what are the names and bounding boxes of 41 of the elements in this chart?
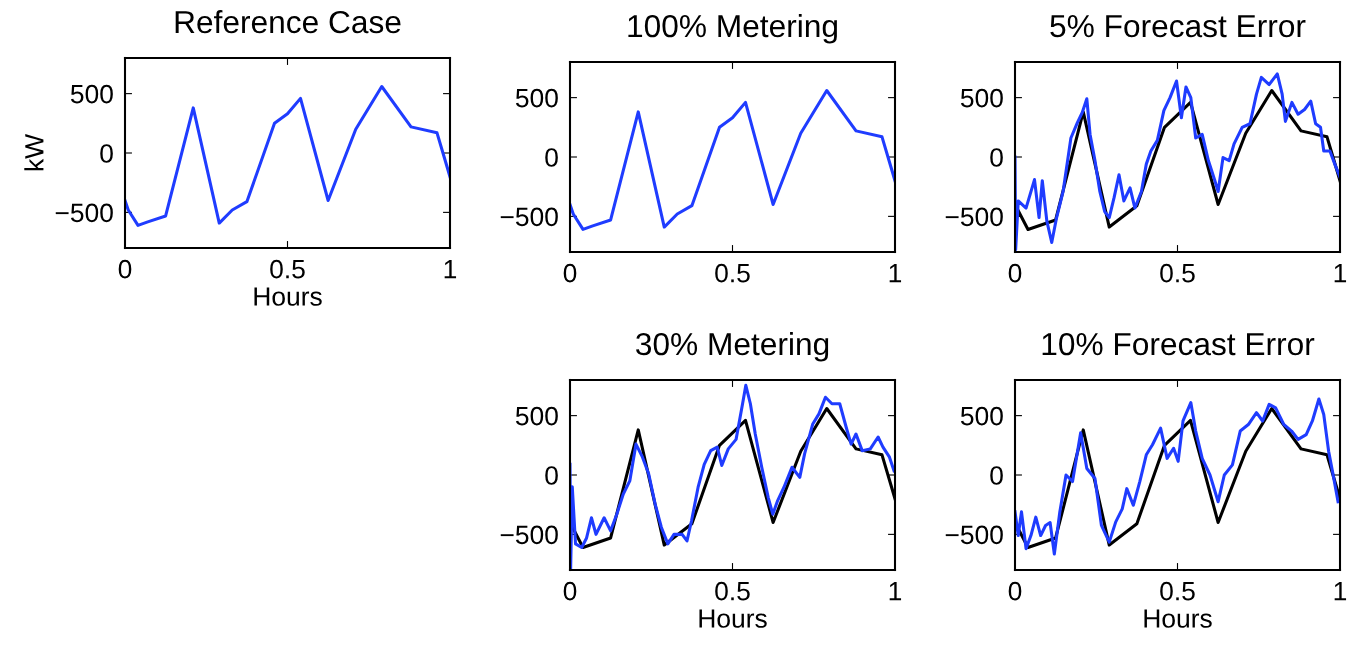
x-axis-title: Hours: [699, 609, 767, 628]
x-tick-label: 0.5: [1160, 581, 1195, 601]
x-tick-label: 0.5: [715, 263, 750, 283]
y-tick-label: 0: [545, 466, 558, 485]
x-tick-label: 1: [1334, 582, 1347, 601]
y-tick-label: −500: [500, 207, 558, 227]
x-axis-title: Hours: [1144, 609, 1212, 628]
y-tick-label: 500: [960, 88, 1003, 108]
x-tick-label: 0: [118, 259, 132, 279]
x-tick-label: 1: [889, 582, 902, 601]
y-tick-label: 0: [990, 466, 1003, 485]
chart-title: 10% Forecast Error: [1042, 332, 1315, 356]
line-series: [570, 88, 895, 231]
line-series: [125, 84, 450, 227]
y-tick-label: −500: [945, 525, 1003, 545]
chart-title: 30% Metering: [636, 332, 829, 362]
x-tick-label: 1: [889, 264, 902, 283]
y-tick-label: 0: [990, 148, 1003, 167]
chart-title: Reference Case: [175, 10, 401, 34]
chart-title: 100% Metering: [628, 14, 837, 44]
x-tick-label: 0.5: [1160, 263, 1195, 283]
x-tick-label: 0: [563, 581, 577, 601]
y-tick-label: −500: [945, 207, 1003, 227]
x-tick-label: 1: [444, 260, 457, 279]
x-tick-label: 0: [1008, 581, 1022, 601]
y-tick-label: 0: [100, 144, 113, 163]
x-axis-title: Hours: [254, 287, 322, 306]
y-tick-label: −500: [500, 525, 558, 545]
y-axis-title: kW: [24, 134, 44, 171]
y-tick-label: 0: [545, 148, 558, 167]
chart-title: 5% Forecast Error: [1050, 15, 1306, 38]
x-tick-label: 0: [563, 263, 577, 283]
x-tick-label: 0.5: [715, 581, 750, 601]
x-tick-label: 0.5: [270, 259, 305, 279]
y-tick-label: 500: [960, 406, 1003, 426]
y-tick-label: 500: [70, 84, 113, 104]
x-tick-label: 0: [1008, 263, 1022, 283]
x-tick-label: 1: [1334, 264, 1347, 283]
y-tick-label: 500: [515, 406, 558, 426]
y-tick-label: 500: [515, 88, 558, 108]
y-tick-label: −500: [55, 203, 113, 223]
